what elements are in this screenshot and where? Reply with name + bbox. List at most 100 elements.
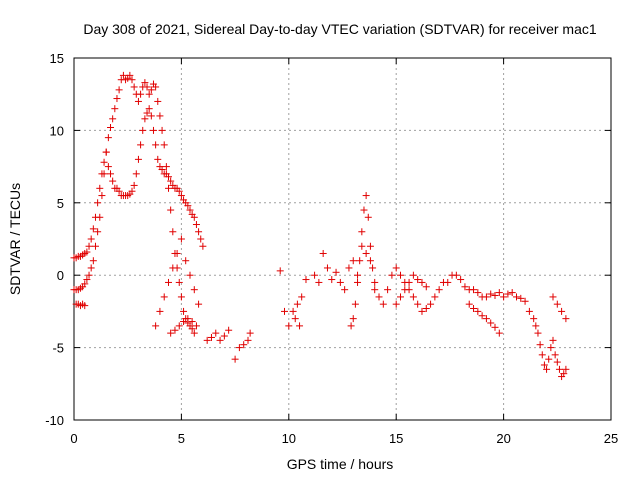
data-point (111, 105, 119, 113)
data-point (190, 329, 198, 337)
data-point (126, 71, 134, 79)
data-point (207, 333, 215, 341)
data-point (474, 307, 482, 315)
data-point (474, 289, 482, 297)
data-point (169, 264, 177, 272)
data-point (89, 257, 97, 265)
data-point (195, 228, 203, 236)
data-point (418, 307, 426, 315)
data-point (354, 278, 362, 286)
data-point (517, 294, 525, 302)
data-point (356, 257, 364, 265)
data-point (184, 202, 192, 210)
data-point (422, 305, 430, 313)
data-point (199, 242, 207, 250)
data-point (141, 115, 149, 123)
data-point (158, 126, 166, 134)
data-point (156, 307, 164, 315)
data-point (128, 187, 136, 195)
data-point (143, 83, 151, 91)
data-point (319, 249, 327, 257)
data-point (401, 286, 409, 294)
data-point (351, 300, 359, 308)
data-point (332, 268, 340, 276)
data-point (109, 177, 117, 185)
data-point (540, 361, 548, 369)
data-point (197, 235, 205, 243)
data-point (152, 83, 160, 91)
data-point (169, 228, 177, 236)
data-point (291, 315, 299, 323)
data-point (186, 206, 194, 214)
data-point (495, 329, 503, 337)
data-point (132, 170, 140, 178)
data-point (98, 192, 106, 200)
data-point (104, 163, 112, 171)
data-point (235, 344, 243, 352)
data-point (345, 264, 353, 272)
data-point (167, 177, 175, 185)
x-tick-label: 10 (282, 431, 296, 446)
data-point (89, 225, 97, 233)
data-point (414, 300, 422, 308)
data-point (369, 264, 377, 272)
data-point (298, 293, 306, 301)
data-point (495, 289, 503, 297)
data-point (562, 365, 570, 373)
data-point (94, 199, 102, 207)
data-point (491, 291, 499, 299)
data-point (115, 187, 123, 195)
data-point (160, 141, 168, 149)
data-point (154, 155, 162, 163)
data-point (152, 141, 160, 149)
data-point (83, 276, 91, 284)
data-point (435, 286, 443, 294)
data-point (371, 278, 379, 286)
data-point (470, 305, 478, 313)
data-point (147, 112, 155, 120)
data-point (302, 276, 310, 284)
y-tick-label: 10 (50, 123, 64, 138)
data-point (128, 76, 136, 84)
data-point (134, 155, 142, 163)
data-point (152, 322, 160, 330)
data-point (347, 322, 355, 330)
data-point (482, 293, 490, 301)
data-point (396, 293, 404, 301)
axis-ticks (73, 57, 612, 421)
data-point (276, 267, 284, 275)
data-point (532, 322, 540, 330)
data-point (188, 318, 196, 326)
data-point (192, 322, 200, 330)
data-point (244, 336, 252, 344)
data-point (375, 293, 383, 301)
data-point (104, 134, 112, 142)
tick-labels: 0 5 10 15 20 25 -10 -5 0 5 10 15 (45, 51, 618, 446)
data-point (246, 329, 254, 337)
data-point (530, 315, 538, 323)
data-point (558, 307, 566, 315)
data-point (452, 271, 460, 279)
data-point (396, 271, 404, 279)
data-markers (70, 71, 570, 381)
data-point (470, 286, 478, 294)
x-tick-label: 5 (178, 431, 185, 446)
data-point (143, 109, 151, 117)
data-point (422, 283, 430, 291)
data-point (192, 221, 200, 229)
data-point (315, 278, 323, 286)
data-point (145, 90, 153, 98)
data-point (225, 326, 233, 334)
data-point (551, 351, 559, 359)
data-point (167, 206, 175, 214)
data-point (81, 280, 89, 288)
data-point (87, 235, 95, 243)
x-tick-label: 0 (70, 431, 77, 446)
data-point (482, 315, 490, 323)
data-point (281, 307, 289, 315)
data-point (553, 358, 561, 366)
data-point (508, 289, 516, 297)
data-point (190, 286, 198, 294)
data-point (147, 86, 155, 94)
data-point (156, 112, 164, 120)
